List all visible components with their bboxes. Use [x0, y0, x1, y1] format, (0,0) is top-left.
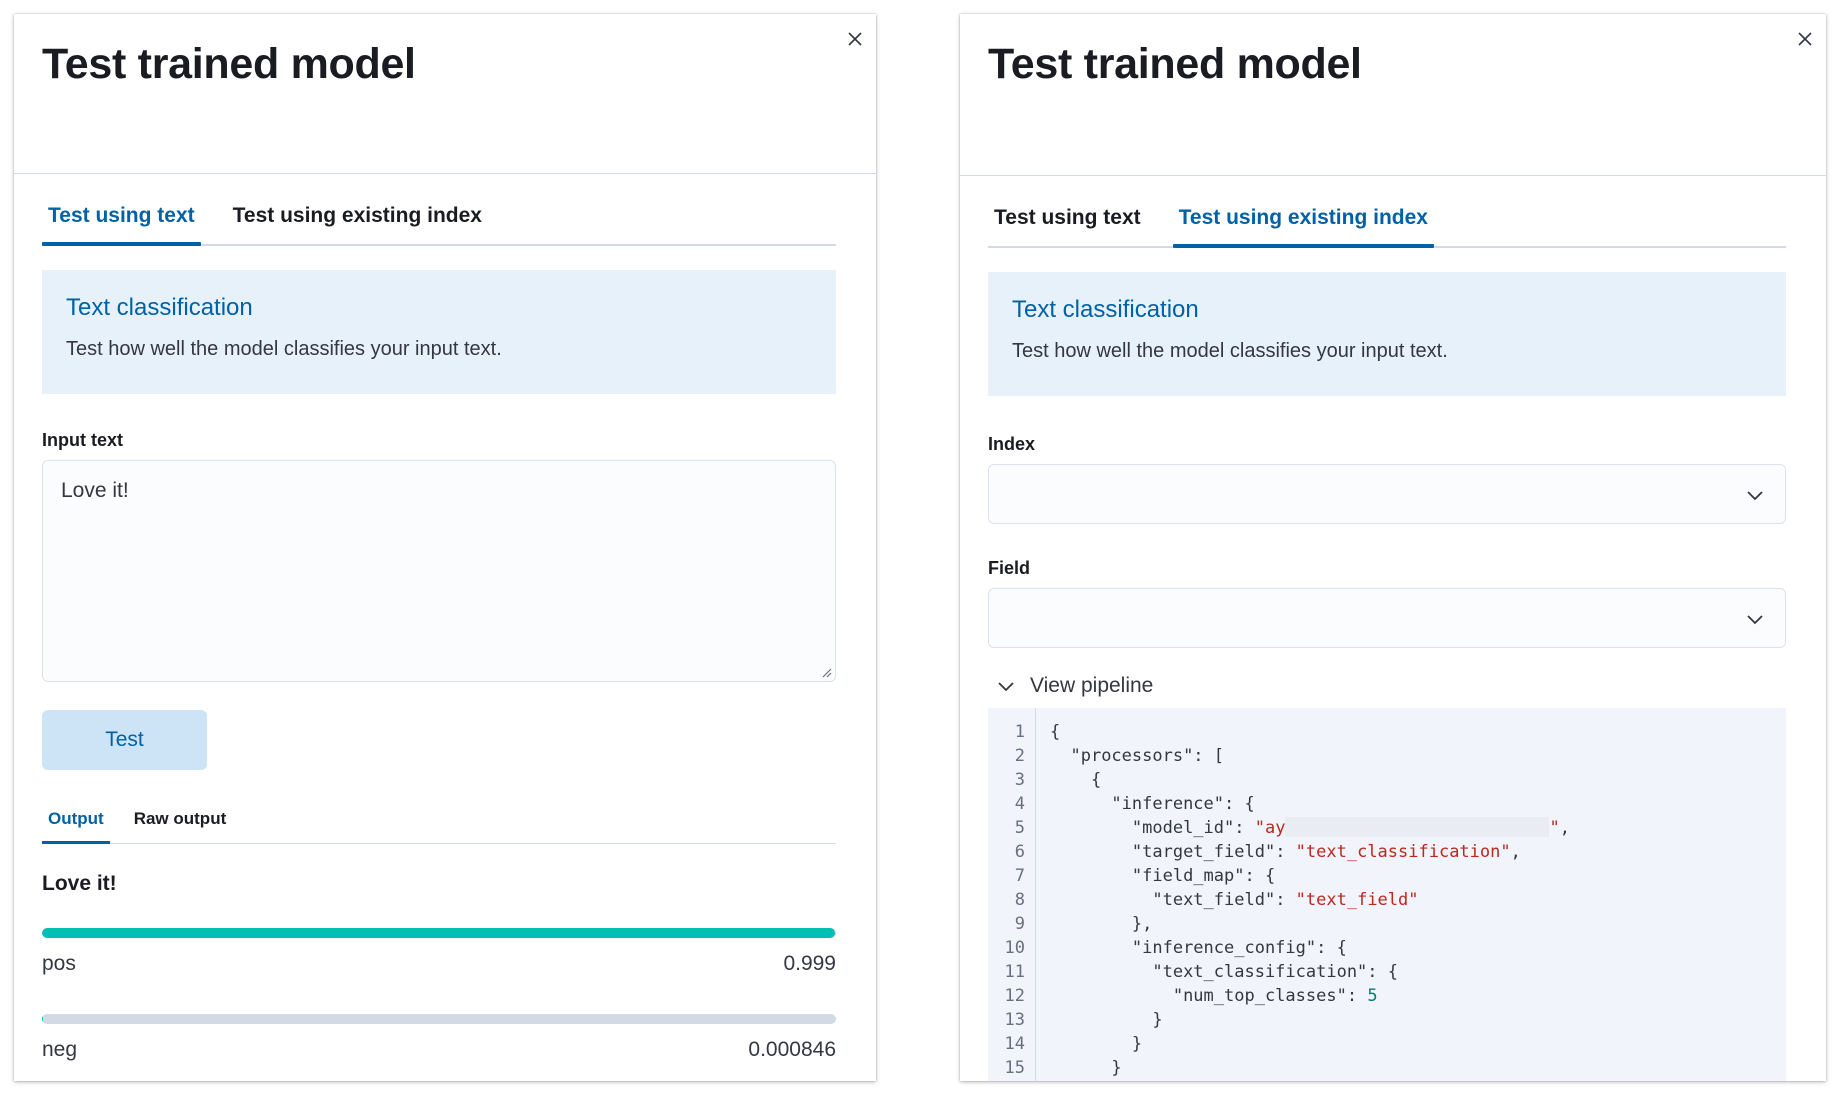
flyout-header: Test trained model — [960, 14, 1826, 176]
line-number: 16 — [988, 1080, 1025, 1081]
close-icon — [1798, 32, 1812, 46]
line-number: 9 — [1014, 914, 1025, 934]
line-number: 8 — [1014, 890, 1025, 910]
test-mode-tabs: Test using text Test using existing inde… — [988, 176, 1786, 248]
code-line: } — [1131, 1034, 1143, 1054]
result-bar-fill — [42, 928, 836, 938]
line-number: 1 — [1014, 722, 1025, 742]
pipeline-code-block: 1 2 3 4 5 6 7 8 9 10 11 12 13 14 15 16 {… — [988, 708, 1786, 1081]
input-text-area[interactable]: Love it! — [42, 460, 836, 682]
tab-test-using-existing-index[interactable]: Test using existing index — [232, 204, 482, 227]
flyout-title: Test trained model — [42, 40, 416, 88]
result-value: 0.000846 — [748, 1038, 836, 1061]
field-select[interactable] — [988, 588, 1786, 648]
callout-title: Text classification — [1012, 296, 1199, 323]
line-number: 11 — [1004, 962, 1025, 982]
index-label: Index — [988, 434, 1036, 454]
tab-test-using-existing-index[interactable]: Test using existing index — [1172, 206, 1435, 248]
result-bar-track — [42, 1014, 836, 1024]
callout-title: Text classification — [66, 294, 253, 321]
code-line: "processors": [ — [1070, 746, 1225, 766]
test-mode-tabs: Test using text Test using existing inde… — [42, 174, 836, 246]
resize-handle-icon[interactable] — [820, 666, 832, 678]
code-line: "model_id": "ay ", — [1131, 817, 1570, 838]
code-line: } — [1111, 1058, 1122, 1078]
line-number: 6 — [1014, 842, 1025, 862]
code-line: "field_map": { — [1131, 866, 1276, 886]
result-label: neg — [42, 1038, 78, 1061]
info-callout: Text classification Test how well the mo… — [42, 270, 836, 394]
field-label: Field — [988, 558, 1031, 578]
redacted-value — [1285, 817, 1550, 837]
chevron-down-icon — [1747, 491, 1763, 501]
code-line: { — [1090, 770, 1102, 790]
flyout-body: Test using text Test using existing inde… — [988, 176, 1786, 1081]
line-number: 14 — [1004, 1034, 1025, 1054]
flyout-header: Test trained model — [14, 14, 876, 174]
test-model-flyout-text: Test trained model Test using text Test … — [14, 14, 876, 1081]
code-line: "inference_config": { — [1131, 938, 1347, 958]
view-pipeline-toggle[interactable]: View pipeline — [988, 674, 1786, 698]
line-number: 3 — [1014, 770, 1025, 790]
line-number: 2 — [1014, 746, 1025, 766]
line-number: 7 — [1014, 866, 1025, 886]
result-label: pos — [42, 952, 76, 975]
flyout-title: Test trained model — [988, 40, 1362, 88]
callout-text: Test how well the model classifies your … — [1012, 340, 1448, 362]
line-number: 15 — [1004, 1058, 1025, 1078]
input-text-label: Input text — [42, 430, 123, 450]
line-number: 12 — [1004, 986, 1025, 1006]
info-callout: Text classification Test how well the mo… — [988, 272, 1786, 396]
result-bar-fill — [42, 1014, 43, 1024]
code-line: "inference": { — [1111, 794, 1255, 814]
input-text-value: Love it! — [61, 479, 129, 502]
test-model-flyout-index: Test trained model Test using text Test … — [960, 14, 1826, 1081]
result-value: 0.999 — [783, 952, 836, 975]
callout-text: Test how well the model classifies your … — [66, 338, 502, 360]
tab-output[interactable]: Output — [42, 809, 110, 844]
line-number: 4 — [1014, 794, 1025, 814]
close-button[interactable] — [840, 24, 870, 54]
index-select[interactable] — [988, 464, 1786, 524]
result-neg: neg 0.000846 — [42, 1014, 836, 1062]
line-number-gutter: 1 2 3 4 5 6 7 8 9 10 11 12 13 14 15 16 — [988, 708, 1036, 1081]
code-line: "target_field": "text_classification", — [1131, 842, 1521, 862]
chevron-down-icon — [998, 682, 1014, 692]
test-button[interactable]: Test — [42, 710, 207, 770]
code-line: } — [1152, 1010, 1163, 1030]
flyout-body: Test using text Test using existing inde… — [42, 174, 836, 1062]
tab-raw-output[interactable]: Raw output — [133, 809, 227, 828]
code-lines: { "processors": [ { "inference": { "mode… — [1050, 720, 1786, 1081]
output-input-text: Love it! — [42, 872, 117, 895]
chevron-down-icon — [1747, 615, 1763, 625]
tab-test-using-text[interactable]: Test using text — [42, 204, 201, 246]
tab-test-using-text[interactable]: Test using text — [994, 206, 1141, 229]
output-tabs: Output Raw output — [42, 798, 836, 844]
close-icon — [848, 32, 862, 46]
line-number: 13 — [1004, 1010, 1025, 1030]
result-bar-track — [42, 928, 836, 938]
code-line: } — [1050, 1080, 1786, 1081]
code-line: { — [1050, 722, 1061, 742]
code-line: }, — [1131, 914, 1153, 934]
view-pipeline-label: View pipeline — [1030, 674, 1154, 697]
code-line: "text_field": "text_field" — [1152, 890, 1419, 910]
code-line: "text_classification": { — [1152, 962, 1398, 982]
result-pos: pos 0.999 — [42, 928, 836, 976]
close-button[interactable] — [1790, 24, 1820, 54]
line-number: 5 — [1014, 818, 1025, 838]
code-line: "num_top_classes": 5 — [1172, 986, 1378, 1006]
line-number: 10 — [1004, 938, 1025, 958]
